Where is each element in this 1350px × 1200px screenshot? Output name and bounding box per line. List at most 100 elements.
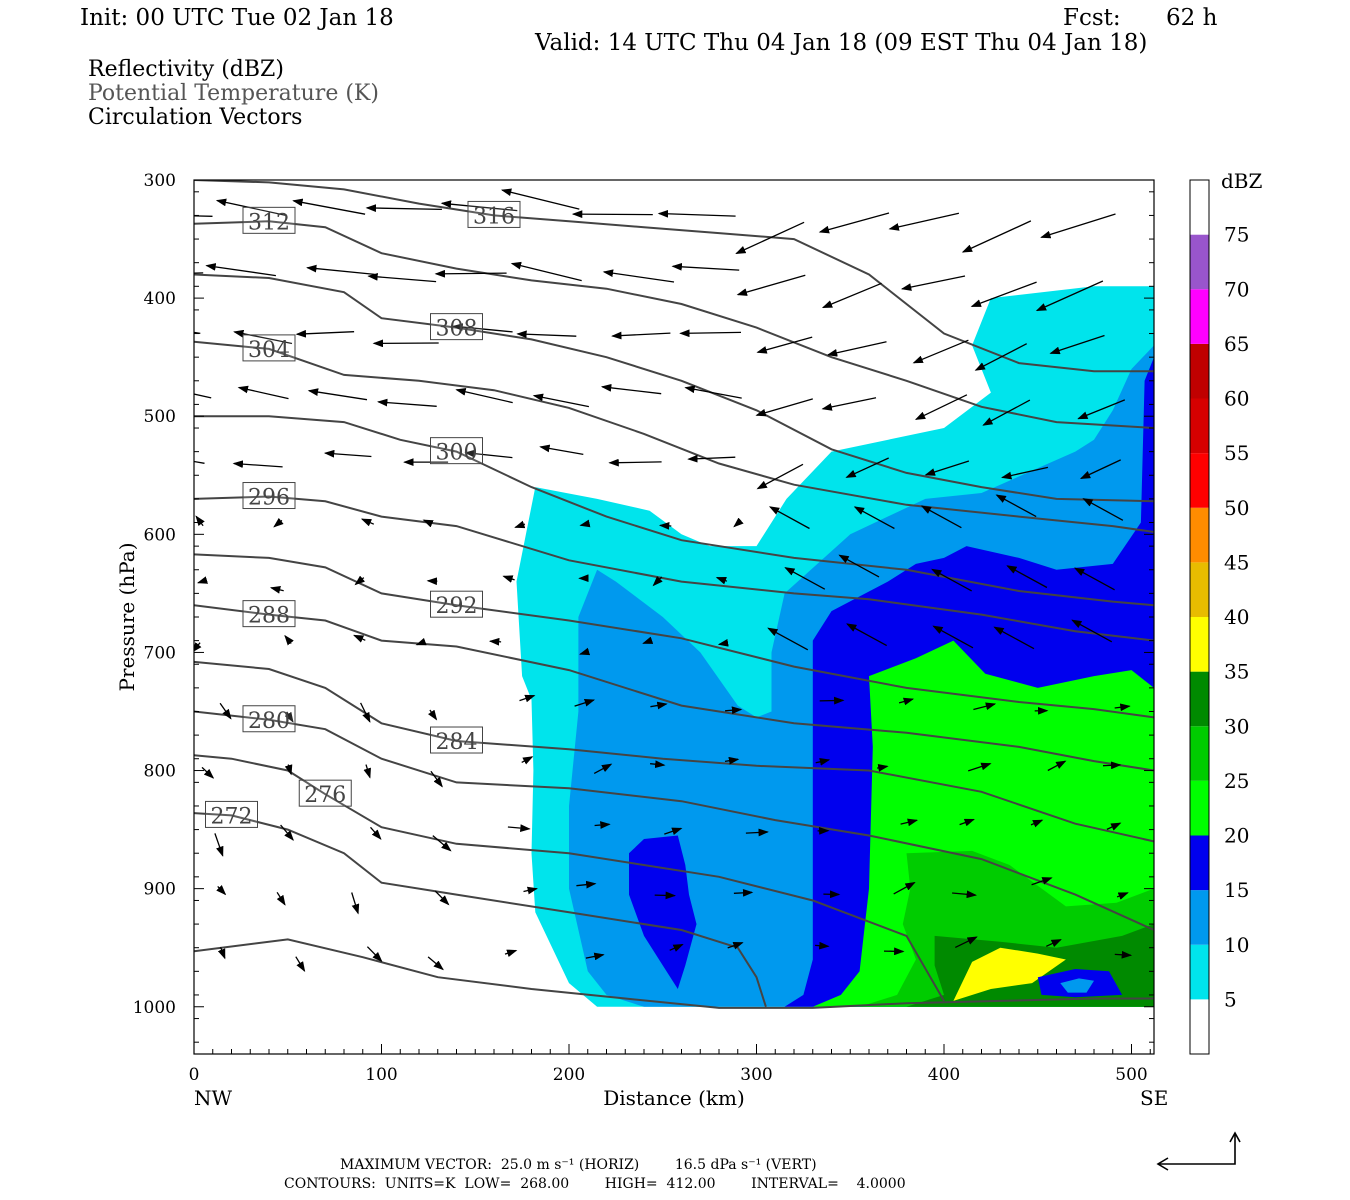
circulation-vector: [671, 262, 740, 271]
theta-contour-300: [194, 415, 1154, 607]
theta-contour-316: [194, 180, 1154, 373]
circulation-vector: [715, 576, 728, 585]
circulation-vector: [1047, 760, 1067, 772]
circulation-vector: [576, 880, 597, 889]
circulation-vector: [284, 711, 294, 723]
circulation-vector: [650, 701, 668, 710]
circulation-vector: [974, 343, 1027, 371]
theta-label-280: 280: [242, 705, 296, 734]
y-tick-label-800: 800: [144, 762, 176, 782]
x-tick-label-400: 400: [928, 1065, 960, 1085]
circulation-vector: [214, 833, 224, 857]
circulation-vector: [893, 881, 916, 895]
circulation-vector: [295, 329, 355, 338]
reference-vector-icon: [1156, 1131, 1241, 1171]
colorbar: 5 10 15 20 25 30 35 40 45 50 55 60 65 70 75: [1189, 179, 1249, 1055]
circulation-vector: [1031, 877, 1053, 886]
circulation-vector: [982, 399, 1031, 426]
circulation-vector: [888, 212, 960, 231]
colorbar-swatch-40: [1190, 562, 1209, 617]
colorbar-swatch-75: [1190, 180, 1209, 235]
circulation-vector: [510, 261, 582, 282]
circulation-vector: [1001, 466, 1049, 480]
circulation-vector: [818, 212, 890, 234]
circulation-vector: [912, 339, 969, 364]
circulation-vector: [955, 936, 978, 948]
circulation-vector: [845, 457, 889, 478]
theta-label-288: 288: [242, 600, 296, 629]
forecast-label: Fcst:: [1063, 5, 1121, 31]
circulation-vector: [914, 394, 968, 420]
circulation-vector: [1006, 565, 1048, 589]
circulation-vector: [602, 269, 675, 283]
y-tick-label-400: 400: [144, 289, 176, 309]
x-tick-label-0: 0: [189, 1065, 200, 1085]
circulation-vector: [654, 891, 676, 900]
circulation-vector: [1114, 950, 1133, 959]
theta-label-272: 272: [205, 800, 258, 829]
x-tick-label-300: 300: [740, 1065, 772, 1085]
circulation-vector: [514, 520, 526, 529]
theta-label-text: 312: [248, 210, 290, 235]
circulation-vector: [351, 892, 360, 915]
circulation-vector: [354, 575, 366, 586]
circulation-vector: [292, 198, 366, 215]
theta-label-312: 312: [242, 206, 296, 235]
theta-label-text: 272: [211, 804, 253, 829]
circulation-vector: [932, 625, 974, 649]
legend-potential-temperature: Potential Temperature (K): [88, 81, 379, 106]
theta-contour-272: [194, 812, 767, 1008]
forecast-hours: 62 h: [1166, 5, 1218, 31]
circulation-vector: [1046, 939, 1062, 948]
circulation-vector: [353, 634, 366, 643]
circulation-vector: [440, 200, 518, 212]
circulation-vector: [920, 505, 962, 529]
colorbar-label-60: 60: [1224, 387, 1249, 411]
y-axis-title: Pressure (hPa): [115, 543, 139, 692]
reflectivity-region-35dbz-7: [953, 947, 1066, 1001]
circulation-vector: [733, 517, 744, 528]
theta-contour-292: [194, 553, 1154, 719]
theta-label-box: [430, 313, 483, 341]
colorbar-frame: [1189, 179, 1210, 1055]
colorbar-label-15: 15: [1224, 878, 1249, 902]
circulation-vector: [194, 215, 213, 217]
circulation-vector: [679, 329, 742, 338]
legend-reflectivity: Reflectivity (dBZ): [88, 57, 284, 82]
colorbar-swatch-50: [1190, 453, 1209, 508]
circulation-vector: [1082, 498, 1124, 521]
circulation-vector: [846, 623, 888, 647]
theta-label-text: 288: [248, 604, 290, 629]
circulation-vector: [642, 636, 654, 644]
colorbar-swatch-15: [1190, 835, 1209, 891]
colorbar-label-20: 20: [1224, 824, 1249, 848]
circulation-vector: [594, 821, 611, 829]
circulation-vector: [579, 519, 591, 528]
circulation-vector: [995, 494, 1037, 518]
colorbar-label-65: 65: [1224, 332, 1249, 356]
colorbar-title: dBZ: [1221, 169, 1263, 193]
circulation-vector: [523, 886, 538, 895]
circulation-vector: [455, 388, 513, 404]
colorbar-swatch-60: [1190, 343, 1209, 399]
circulation-vector: [201, 766, 215, 779]
x-right-end-label: SE: [1140, 1086, 1168, 1110]
theta-label-text: 280: [248, 709, 290, 734]
y-tick-label-1000: 1000: [133, 998, 176, 1018]
circulation-vector: [434, 269, 507, 278]
circulation-vector: [194, 460, 205, 464]
circulation-vector: [973, 702, 997, 711]
theta-label-box: [205, 800, 258, 828]
circulation-vector: [521, 756, 534, 765]
x-tick-label-500: 500: [1115, 1065, 1147, 1085]
colorbar-swatch-45: [1190, 507, 1209, 563]
theta-label-text: 316: [473, 204, 515, 229]
circulation-vector: [284, 634, 294, 646]
colorbar-swatch-65: [1190, 289, 1209, 344]
circulation-vector: [377, 398, 437, 407]
theta-label-text: 304: [248, 338, 290, 363]
circulation-vector-layer: [194, 188, 1133, 973]
theta-contour-276: [194, 754, 945, 1002]
circulation-vector: [1102, 761, 1122, 770]
